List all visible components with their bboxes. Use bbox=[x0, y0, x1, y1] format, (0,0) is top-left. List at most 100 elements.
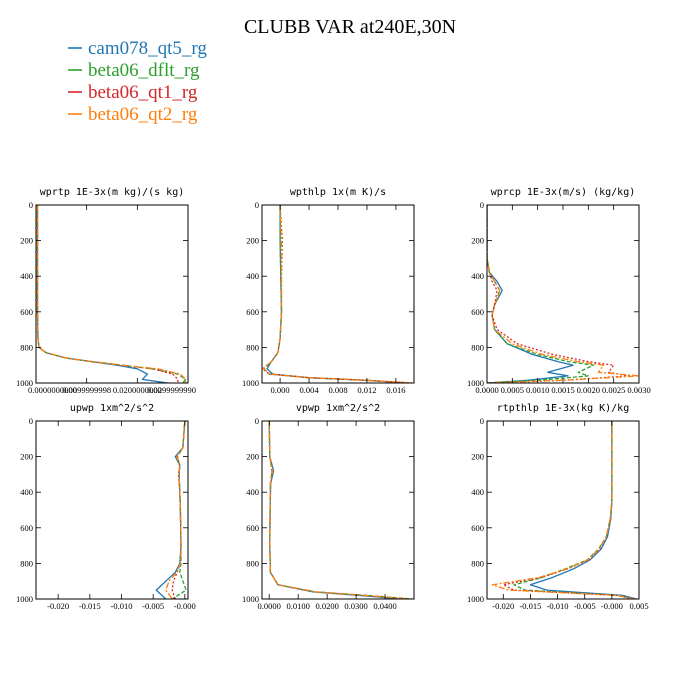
series-line bbox=[36, 205, 187, 383]
series-line bbox=[262, 205, 412, 383]
y-tick-label: 0 bbox=[29, 200, 33, 210]
x-tick-label: 0.0010 bbox=[526, 385, 549, 395]
x-tick-label: -0.005 bbox=[574, 601, 596, 611]
chart-panel: wprtp 1E-3x(m kg)/(s kg) 0 200 400 600 800 100… bbox=[16, 187, 196, 395]
plot-frame bbox=[261, 204, 415, 384]
series-group bbox=[262, 205, 412, 383]
x-tick-label: 0.016 bbox=[386, 385, 405, 395]
x-tick-label: 0.0020 bbox=[577, 385, 600, 395]
y-tick-label: 800 bbox=[471, 558, 484, 568]
x-tick-label: -0.020 bbox=[492, 601, 514, 611]
series-line bbox=[491, 421, 635, 599]
y-tick-label: 200 bbox=[246, 236, 259, 246]
x-tick-label: 0.0300 bbox=[344, 601, 367, 611]
series-line bbox=[263, 205, 411, 383]
x-tick-label: 0.0400 bbox=[373, 601, 396, 611]
y-tick-label: 600 bbox=[246, 523, 259, 533]
y-tick-label: 0 bbox=[29, 416, 33, 426]
x-tick-label: 0.000 bbox=[271, 385, 290, 395]
y-tick-label: 0 bbox=[480, 416, 484, 426]
legend-entry: beta06_qt1_rg bbox=[68, 82, 198, 103]
y-tick-label: 1000 bbox=[16, 594, 33, 604]
y-tick-label: 600 bbox=[471, 307, 484, 317]
y-tick-label: 1000 bbox=[16, 378, 33, 388]
x-tick-label: -0.020 bbox=[47, 601, 69, 611]
x-tick-label: 0.0099999998 bbox=[62, 385, 111, 395]
y-tick-label: 400 bbox=[471, 271, 484, 281]
y-tick-label: 0 bbox=[255, 416, 259, 426]
y-tick-label: 400 bbox=[246, 271, 259, 281]
series-line bbox=[268, 421, 400, 599]
x-tick-label: 0.0000 bbox=[475, 385, 498, 395]
y-tick-label: 200 bbox=[471, 452, 484, 462]
series-line bbox=[513, 421, 634, 599]
panel-title: wprcp 1E-3x(m/s) (kg/kg) bbox=[491, 187, 636, 198]
series-line bbox=[268, 421, 410, 599]
chart-panel: rtpthlp 1E-3x(kg K)/kg02004006008001000-… bbox=[467, 403, 649, 611]
x-tick-label: -0.000 bbox=[601, 601, 623, 611]
panel-title: upwp 1xm^2/s^2 bbox=[70, 403, 154, 414]
series-line bbox=[262, 205, 411, 383]
y-tick-label: 200 bbox=[20, 236, 33, 246]
x-tick-label: -0.010 bbox=[547, 601, 569, 611]
x-tick-label: 0.008 bbox=[328, 385, 347, 395]
x-tick-label: 0.005 bbox=[629, 601, 648, 611]
y-tick-label: 400 bbox=[471, 487, 484, 497]
y-tick-label: 800 bbox=[246, 342, 259, 352]
x-tick-label: 0.0000000000 bbox=[28, 385, 77, 395]
panel-title: wpthlp 1x(m K)/s bbox=[290, 187, 386, 198]
series-line bbox=[268, 421, 413, 599]
y-tick-label: 200 bbox=[20, 452, 33, 462]
legend-label: beta06_qt1_rg bbox=[88, 82, 198, 103]
chart-panel: wprcp 1E-3x(m/s) (kg/kg) 0 200 400 600 800 100… bbox=[467, 187, 651, 395]
series-line bbox=[487, 205, 639, 383]
plot-frame bbox=[486, 420, 640, 600]
x-tick-label: -0.015 bbox=[79, 601, 101, 611]
x-tick-label: 0.0299999990 bbox=[147, 385, 196, 395]
y-tick-label: 0 bbox=[255, 200, 259, 210]
x-tick-label: 0.0000 bbox=[258, 601, 281, 611]
legend-label: beta06_qt2_rg bbox=[88, 104, 198, 125]
panel-title: rtpthlp 1E-3x(kg K)/kg bbox=[497, 403, 629, 414]
x-tick-label: 0.012 bbox=[357, 385, 376, 395]
x-tick-label: 0.004 bbox=[299, 385, 319, 395]
series-line bbox=[268, 421, 409, 599]
y-tick-label: 200 bbox=[471, 236, 484, 246]
x-tick-label: 0.0200000000 bbox=[113, 385, 162, 395]
legend-label: beta06_dflt_rg bbox=[88, 60, 200, 81]
y-tick-label: 0 bbox=[480, 200, 484, 210]
x-tick-label: -0.005 bbox=[142, 601, 164, 611]
series-group bbox=[36, 205, 187, 383]
panels-grid: wprtp 1E-3x(m kg)/(s kg) 0 200 400 600 800 100… bbox=[16, 187, 651, 611]
x-tick-label: 0.0025 bbox=[602, 385, 625, 395]
plot-frame bbox=[486, 204, 640, 384]
series-group bbox=[487, 205, 639, 383]
series-line bbox=[266, 205, 407, 383]
chart-panel: upwp 1xm^2/s^2 0 200 400 600 800 1000 -0.020 -0.… bbox=[16, 403, 196, 611]
y-tick-label: 800 bbox=[20, 558, 33, 568]
plot-frame bbox=[35, 204, 189, 384]
y-tick-label: 400 bbox=[20, 271, 33, 281]
y-tick-label: 400 bbox=[246, 487, 259, 497]
series-group bbox=[491, 421, 637, 599]
series-line bbox=[171, 421, 187, 599]
series-line bbox=[165, 421, 186, 599]
y-tick-label: 600 bbox=[20, 523, 33, 533]
x-tick-label: 0.0200 bbox=[315, 601, 338, 611]
x-tick-label: -0.000 bbox=[174, 601, 196, 611]
y-tick-label: 1000 bbox=[467, 594, 484, 604]
y-tick-label: 800 bbox=[246, 558, 259, 568]
x-tick-label: -0.010 bbox=[111, 601, 133, 611]
panel-title: vpwp 1xm^2/s^2 bbox=[296, 403, 380, 414]
x-tick-label: 0.0005 bbox=[501, 385, 524, 395]
y-tick-label: 800 bbox=[471, 342, 484, 352]
series-line bbox=[529, 421, 637, 599]
y-tick-label: 600 bbox=[20, 307, 33, 317]
chart-panel: wpthlp 1x(m K)/s 0 200 400 600 800 1000 0.000 0.… bbox=[242, 187, 415, 395]
series-line bbox=[36, 205, 168, 383]
y-tick-label: 1000 bbox=[242, 378, 259, 388]
legend-entry: cam078_qt5_rg bbox=[68, 38, 207, 59]
figure-title: CLUBB VAR at240E,30N bbox=[244, 16, 456, 38]
